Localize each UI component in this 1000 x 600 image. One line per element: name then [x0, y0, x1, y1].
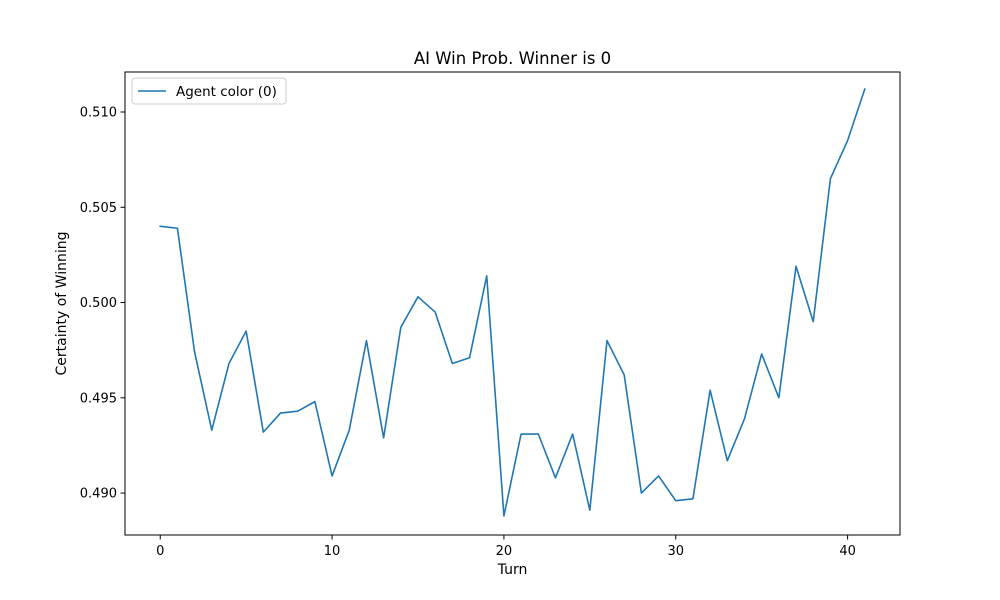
legend-box: [131, 77, 287, 105]
legend-label: Agent color (0): [176, 84, 277, 100]
y-tick-label: 0.500: [80, 296, 117, 311]
y-tick-label: 0.510: [80, 106, 117, 121]
series-line: [159, 88, 866, 517]
y-tick-label: 0.495: [80, 391, 117, 406]
plot-area: [159, 88, 866, 517]
y-tick-label: 0.490: [80, 487, 117, 502]
y-axis-ticks: 0.490 0.495 0.500 0.505 0.510: [80, 106, 125, 502]
x-tick-label: 20: [496, 544, 513, 559]
x-axis-label: Turn: [497, 562, 528, 578]
y-tick-label: 0.505: [80, 201, 117, 216]
chart-title: AI Win Prob. Winner is 0: [414, 49, 611, 68]
x-tick-label: 30: [667, 544, 684, 559]
x-tick-label: 0: [156, 544, 164, 559]
y-axis-label: Certainty of Winning: [54, 232, 70, 376]
x-axis-ticks: 0 10 20 30 40: [156, 535, 856, 559]
x-tick-label: 10: [324, 544, 341, 559]
legend: Agent color (0): [131, 77, 287, 105]
x-tick-label: 40: [839, 544, 856, 559]
axes-frame: [124, 71, 901, 536]
